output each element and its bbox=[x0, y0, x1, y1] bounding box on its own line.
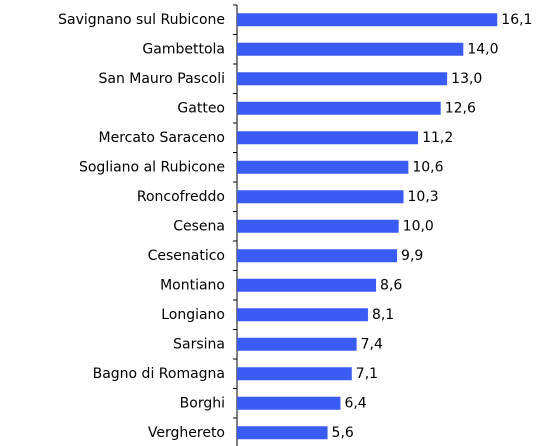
bar bbox=[237, 42, 464, 56]
bar bbox=[237, 160, 409, 174]
value-label: 7,1 bbox=[356, 366, 378, 382]
value-label: 7,4 bbox=[361, 336, 383, 352]
value-label: 11,2 bbox=[422, 130, 453, 146]
value-label: 13,0 bbox=[451, 71, 482, 87]
category-label: Sarsina bbox=[173, 336, 225, 352]
value-label: 8,6 bbox=[380, 277, 402, 293]
category-label: Savignano sul Rubicone bbox=[58, 12, 225, 28]
bar bbox=[237, 219, 399, 233]
category-label: San Mauro Pascoli bbox=[98, 71, 225, 87]
bar bbox=[237, 249, 398, 263]
category-label: Cesena bbox=[173, 218, 225, 234]
value-label: 14,0 bbox=[467, 41, 498, 57]
bar bbox=[237, 308, 368, 322]
bar bbox=[237, 367, 352, 381]
bar bbox=[237, 72, 448, 86]
value-label: 6,4 bbox=[344, 395, 366, 411]
category-label: Montiano bbox=[160, 277, 225, 293]
value-label: 16,1 bbox=[501, 12, 532, 28]
bar bbox=[237, 337, 357, 351]
category-label: Mercato Saraceno bbox=[99, 130, 225, 146]
category-label: Cesenatico bbox=[148, 248, 225, 264]
value-label: 5,6 bbox=[332, 425, 354, 441]
value-label: 9,9 bbox=[401, 248, 423, 264]
bar bbox=[237, 426, 328, 440]
category-label: Longiano bbox=[161, 307, 225, 323]
category-label: Verghereto bbox=[148, 425, 225, 441]
value-label: 10,0 bbox=[403, 218, 434, 234]
value-label: 8,1 bbox=[372, 307, 394, 323]
bar bbox=[237, 13, 498, 27]
bar bbox=[237, 396, 341, 410]
category-label: Roncofreddo bbox=[137, 189, 225, 205]
category-label: Gatteo bbox=[177, 100, 225, 116]
bar bbox=[237, 190, 404, 204]
bar bbox=[237, 101, 441, 115]
value-label: 10,6 bbox=[412, 159, 443, 175]
category-label: Bagno di Romagna bbox=[93, 366, 225, 382]
value-label: 10,3 bbox=[408, 189, 439, 205]
category-label: Sogliano al Rubicone bbox=[79, 159, 225, 175]
category-label: Borghi bbox=[180, 395, 225, 411]
value-label: 12,6 bbox=[445, 100, 476, 116]
bar bbox=[237, 278, 377, 292]
bar bbox=[237, 131, 419, 145]
category-label: Gambettola bbox=[142, 41, 225, 57]
